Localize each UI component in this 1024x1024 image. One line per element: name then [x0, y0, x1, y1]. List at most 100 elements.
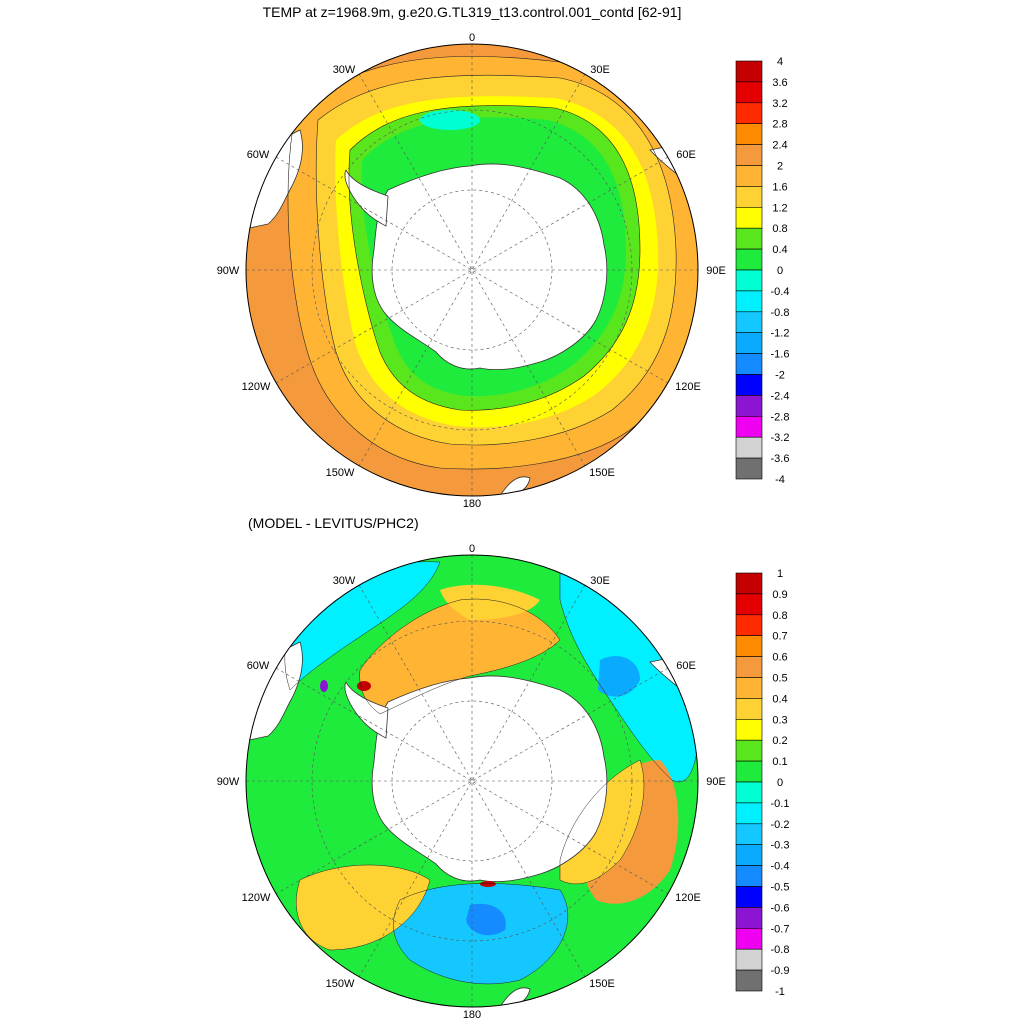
ocean-field-yellow-east [560, 760, 644, 884]
colorbar-tick-label: -1.2 [771, 328, 790, 340]
colorbar-tick-label: -0.9 [771, 965, 790, 977]
map-border [245, 43, 699, 497]
colorbar-tick-label: -3.2 [771, 432, 790, 444]
lon-label-150e: 150E [589, 467, 615, 479]
colorbar-swatch [735, 248, 763, 271]
colorbar-swatch [735, 865, 763, 887]
antarctica-landmass [371, 675, 608, 882]
feature-red-ross [480, 881, 496, 887]
lon-label-90e: 90E [706, 265, 726, 277]
colorbar-swatch [735, 781, 763, 804]
colorbar-swatch [735, 572, 763, 595]
colorbar-swatch [735, 844, 763, 866]
colorbar-tick-label: 0.2 [772, 735, 787, 747]
lon-label-150w: 150W [326, 467, 355, 479]
colorbar-difference: 1 0.9 0.8 0.7 0.6 0.5 0.4 0.3 0.2 0.1 0 -0.1 -0.2 -0.… [735, 568, 790, 998]
colorbar-tick-label: 0.6 [772, 652, 787, 664]
colorbar-swatch [735, 123, 763, 145]
lon-label-30e: 30E [590, 64, 610, 76]
colorbar-tick-label: -0.2 [771, 819, 790, 831]
lon-label-60w: 60W [247, 660, 270, 672]
colorbar-swatch [735, 907, 763, 929]
colorbar-tick-label: 0.1 [772, 756, 787, 768]
colorbar-tick-label: 1 [777, 568, 783, 580]
colorbar-tick-label: 2.8 [772, 119, 787, 131]
colorbar-tick-label: 0.8 [772, 610, 787, 622]
colorbar-tick-label: 2 [777, 161, 783, 173]
lon-label-0: 0 [469, 32, 475, 44]
colorbar-tick-label: 0.4 [772, 693, 787, 705]
colorbar-swatch [735, 677, 763, 699]
colorbar-tick-label: -0.4 [771, 861, 790, 873]
colorbar-swatch [735, 802, 763, 825]
colorbar-tick-label: -0.3 [771, 840, 790, 852]
ocean-field-blue-south [466, 903, 506, 936]
colorbar-swatch [735, 415, 763, 438]
colorbar-swatch [735, 144, 763, 166]
lon-label-60e: 60E [676, 149, 696, 161]
colorbar-swatch [735, 823, 763, 845]
lon-label-30e: 30E [590, 575, 610, 587]
colorbar-tick-label: -0.7 [771, 923, 790, 935]
colorbar-swatch [735, 269, 763, 292]
colorbar-tick-label: -2.8 [771, 411, 790, 423]
ocean-field-blue-east [598, 656, 640, 697]
colorbar-tick-label: -3.6 [771, 453, 790, 465]
colorbar-swatch [735, 290, 763, 313]
colorbar-tick-label: -0.4 [771, 286, 790, 298]
colorbar-tick-label: 0.4 [772, 244, 787, 256]
lon-label-30w: 30W [333, 575, 356, 587]
lon-label-90w: 90W [217, 776, 240, 788]
ocean-field-orange-weddell [359, 599, 560, 714]
lon-label-150w: 150W [326, 978, 355, 990]
colorbar-tick-label: 1.6 [772, 181, 787, 193]
antarctica-landmass [371, 163, 608, 370]
colorbar-tick-label: 3.6 [772, 77, 787, 89]
lon-label-90w: 90W [217, 265, 240, 277]
lon-label-120e: 120E [675, 381, 701, 393]
colorbar-tick-label: -0.5 [771, 882, 790, 894]
colorbar-swatch [735, 927, 763, 950]
ocean-field-cyan [420, 110, 480, 130]
colorbar-tick-label: 0.8 [772, 223, 787, 235]
colorbar-swatch [735, 227, 763, 250]
colorbar-swatch [735, 969, 763, 992]
colorbar-swatch [735, 186, 763, 208]
lon-label-60e: 60E [676, 660, 696, 672]
antarctic-peninsula [344, 681, 389, 739]
colorbar-swatch [735, 207, 763, 229]
feature-purple-drake [320, 680, 328, 692]
map-border [245, 554, 699, 1008]
colorbar-tick-label: -2.4 [771, 390, 790, 402]
colorbar-swatch [735, 698, 763, 720]
colorbar-tick-label: -4 [775, 474, 785, 486]
polar-map [246, 555, 698, 1007]
colorbar-tick-label: 0.3 [772, 714, 787, 726]
colorbar-swatch [735, 311, 763, 333]
graticule [246, 555, 698, 1007]
colorbar-swatch [735, 165, 763, 187]
colorbar-swatch [735, 656, 763, 678]
colorbar-swatch [735, 718, 763, 741]
lon-label-180: 180 [463, 1009, 481, 1021]
colorbar-tick-label: -2 [775, 370, 785, 382]
colorbar-tick-label: 0 [777, 265, 783, 277]
graticule [246, 44, 698, 496]
colorbar-swatch [735, 593, 763, 616]
lon-label-120e: 120E [675, 892, 701, 904]
colorbar-tick-label: 2.4 [772, 140, 787, 152]
colorbar-swatch [735, 102, 763, 125]
panel-title: TEMP at z=1968.9m, g.e20.G.TL319_t13.con… [263, 4, 682, 20]
colorbar-swatch [735, 395, 763, 417]
lon-label-0: 0 [469, 543, 475, 555]
longitude-labels: 0 30W 30E 60W 60E 90W 90E 120W 120E 150W… [217, 543, 726, 1021]
colorbar-tick-label: 0.5 [772, 673, 787, 685]
colorbar-tick-label: -1.6 [771, 349, 790, 361]
colorbar-swatch [735, 332, 763, 354]
colorbar-swatch [735, 353, 763, 375]
colorbar-temperature: 4 3.6 3.2 2.8 2.4 2 1.6 1.2 0.8 0.4 0 -0.4 -0.8 -1.2 -… [735, 56, 790, 486]
lon-label-90e: 90E [706, 776, 726, 788]
panel-difference: (MODEL - LEVITUS/PHC2) [217, 515, 790, 1021]
lon-label-180: 180 [463, 498, 481, 510]
